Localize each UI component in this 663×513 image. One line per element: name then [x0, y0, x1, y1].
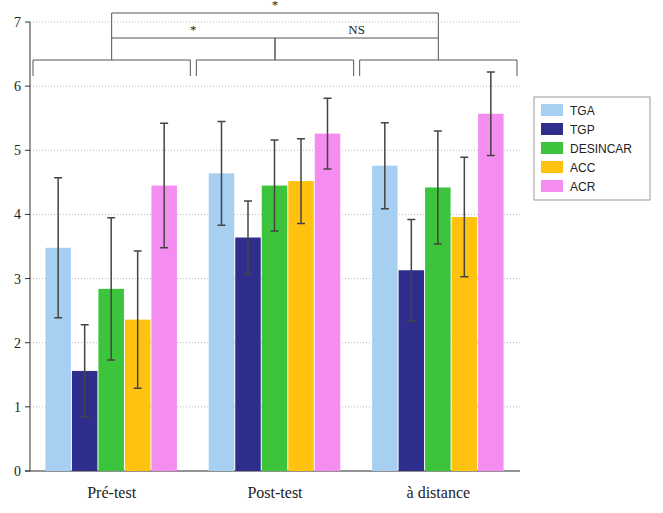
tick-mark: [25, 22, 30, 23]
tick-label: 3: [14, 272, 21, 287]
tick-label: 2: [14, 336, 21, 351]
y-axis: [30, 22, 31, 471]
legend-swatch: [541, 142, 563, 154]
tick-mark: [25, 86, 30, 87]
error-bar: [407, 220, 415, 321]
grid-line: [30, 86, 520, 87]
error-bar: [218, 121, 226, 225]
error-bar: [134, 251, 142, 388]
significance-bracket: [112, 13, 439, 38]
significance-bracket: [275, 38, 438, 60]
error-bar: [381, 123, 389, 209]
tick-mark: [25, 342, 30, 343]
category-label: Pré-test: [87, 484, 136, 501]
tick-label: 4: [14, 207, 21, 222]
group-bracket: [360, 60, 517, 76]
tick-mark: [25, 150, 30, 151]
grid-line: [30, 22, 520, 23]
error-bar: [244, 201, 252, 274]
legend-label: ACC: [570, 161, 596, 175]
bar: [478, 114, 504, 471]
group-bracket: [196, 60, 353, 76]
legend-label: TGA: [570, 104, 595, 118]
tick-label: 0: [14, 464, 21, 479]
bars: [45, 72, 503, 471]
error-bar: [460, 157, 468, 276]
significance-label: NS: [348, 22, 365, 37]
category-label: à distance: [407, 484, 471, 501]
legend-swatch: [541, 161, 563, 173]
legend-label: ACR: [570, 180, 596, 194]
error-bar: [107, 218, 115, 360]
error-bar: [297, 139, 305, 224]
legend-box: [534, 97, 650, 200]
error-bar: [271, 140, 279, 231]
category-label: Post-test: [247, 484, 303, 501]
bar: [288, 181, 314, 471]
group-bracket: [33, 60, 190, 76]
legend-label: DESINCAR: [570, 142, 632, 156]
bar: [372, 166, 398, 471]
significance-label: *: [190, 22, 197, 37]
error-bar: [54, 178, 62, 318]
legend-swatch: [541, 104, 563, 116]
error-bar: [487, 72, 495, 155]
legend-label: TGP: [570, 123, 595, 137]
tick-mark: [25, 406, 30, 407]
error-bar: [81, 325, 89, 417]
significance-label: *: [272, 0, 279, 12]
legend-swatch: [541, 180, 563, 192]
tick-mark: [25, 214, 30, 215]
error-bar: [434, 131, 442, 244]
tick-label: 6: [14, 79, 21, 94]
error-bar: [160, 123, 168, 247]
chart: 0 1 2 3 4 5 6 7 Pré-test Post-test à distance * NS * T…: [0, 0, 663, 513]
significance-bracket: [112, 38, 275, 60]
tick-mark: [25, 278, 30, 279]
error-bar: [324, 98, 332, 169]
tick-label: 7: [14, 15, 21, 30]
tick-label: 5: [14, 143, 21, 158]
tick-label: 1: [14, 400, 21, 415]
bar: [315, 134, 341, 471]
legend-swatch: [541, 123, 563, 135]
